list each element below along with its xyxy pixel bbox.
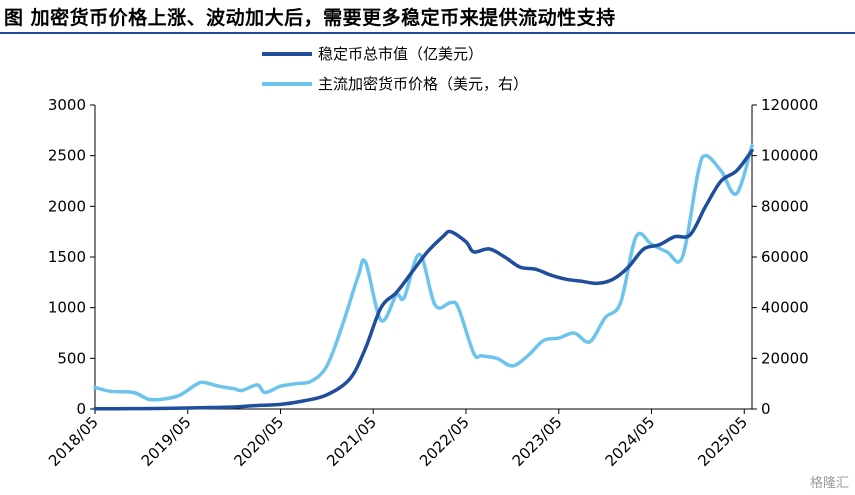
y-left-tick-label: 2000 [48,197,86,215]
title-bar: 图 加密货币价格上涨、波动加大后，需要更多稳定币来提供流动性支持 [0,0,855,34]
x-tick-label: 2024/05 [602,413,659,470]
x-tick-label: 2025/05 [694,413,751,470]
legend-label: 稳定币总市值（亿美元） [318,45,483,63]
y-right-tick-label: 60000 [761,248,809,266]
series-line-stablecoin-cap [93,148,754,411]
y-left-tick-label: 3000 [48,96,86,114]
y-right-tick-label: 0 [761,400,771,418]
x-tick-label: 2020/05 [231,413,288,470]
x-tick-label: 2019/05 [138,413,195,470]
y-left-tick-label: 500 [57,349,86,367]
y-left-tick-label: 1500 [48,248,86,266]
y-right-tick-label: 80000 [761,197,809,215]
y-right-tick-label: 40000 [761,299,809,317]
x-tick-label: 2018/05 [45,413,102,470]
series-line-crypto-price [93,143,754,402]
legend-label: 主流加密货币价格（美元，右） [318,75,528,93]
y-left-tick-label: 2500 [48,147,86,165]
watermark-text: 格隆汇 [809,476,849,491]
y-right-tick-label: 120000 [761,96,818,114]
y-right-tick-label: 100000 [761,147,818,165]
chart-title: 图 加密货币价格上涨、波动加大后，需要更多稳定币来提供流动性支持 [4,7,616,29]
y-left-tick-label: 0 [76,400,86,418]
y-left-tick-label: 1000 [48,299,86,317]
x-tick-label: 2021/05 [323,413,380,470]
y-right-tick-label: 20000 [761,349,809,367]
x-tick-label: 2022/05 [416,413,473,470]
x-tick-label: 2023/05 [509,413,566,470]
